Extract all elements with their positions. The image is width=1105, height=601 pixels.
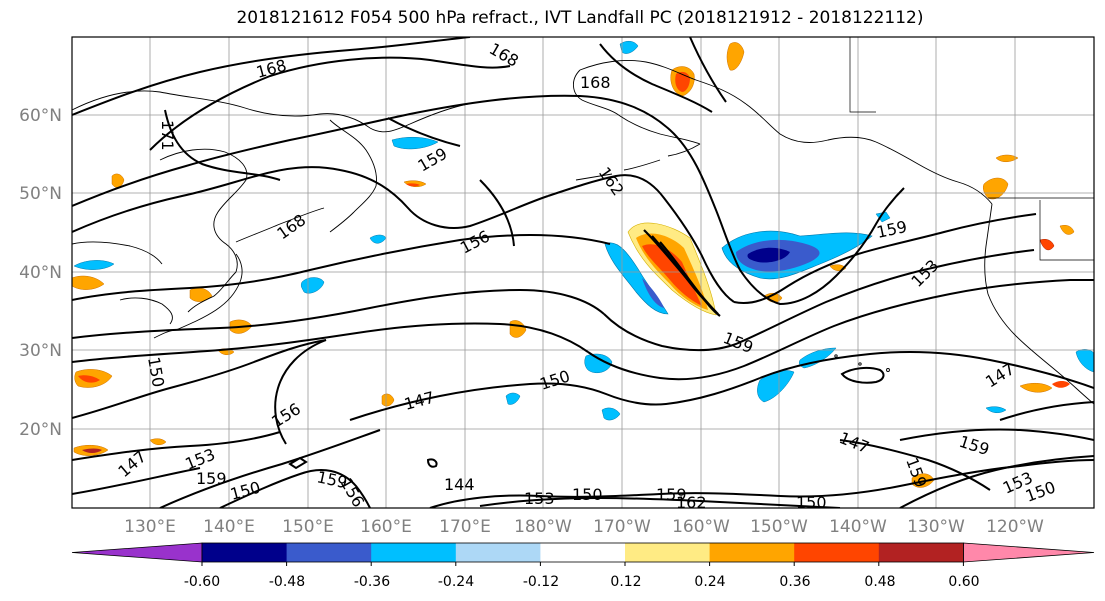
colorbar-segment [286,543,372,562]
coastlines [72,37,1094,405]
contour-label: 171 [158,120,177,151]
colorbar-segment [709,543,795,562]
contour-label: 159 [196,469,227,488]
lon-label: 130°W [907,517,965,537]
colorbar-segment [878,543,964,562]
colorbar-tick-label: -0.36 [354,574,390,590]
lat-label: 20°N [19,420,62,440]
colorbar-segments [71,542,1095,563]
lon-label: 170°E [439,517,491,537]
contours [72,37,1094,508]
latitude-labels: 20°N 30°N 40°N 50°N 60°N [19,106,62,440]
lon-label: 140°W [829,517,887,537]
colorbar-tick-label: -0.12 [523,574,559,590]
colorbar-segment [371,543,457,562]
contour-label: 159 [656,485,687,504]
colorbar-segment [455,543,541,562]
lon-label: 140°E [203,517,255,537]
colorbar-tick-label: 0.36 [779,574,810,590]
contour-label: 153 [524,489,555,508]
colorbar-tick-label: 0.24 [694,574,725,590]
lon-label: 130°E [124,517,176,537]
lon-label: 120°W [986,517,1044,537]
lon-label: 160°E [360,517,412,537]
contour-label: 144 [444,475,475,494]
lat-label: 60°N [19,106,62,126]
lon-label: 160°W [672,517,730,537]
colorbar-tick-label: 0.12 [610,574,641,590]
lat-label: 30°N [19,341,62,361]
lat-label: 50°N [19,184,62,204]
colorbar-segment [625,543,711,562]
colorbar-tick-label: -0.60 [184,574,220,590]
contour-label: 150 [796,493,827,512]
colorbar-segment [540,543,626,562]
colorbar-tick-label: -0.48 [269,574,305,590]
contour-label: 162 [676,493,707,512]
colorbar-segment [794,543,880,562]
lon-label: 180°W [514,517,572,537]
lon-label: 150°W [750,517,808,537]
colorbar-segment [202,543,288,562]
contour-label: 150 [572,485,603,504]
lon-label: 150°E [282,517,334,537]
colorbar-tick-label: 0.60 [948,574,979,590]
map-title: 2018121612 F054 500 hPa refract., IVT La… [236,8,924,28]
map-area [72,37,1094,508]
colorbar-outline [201,542,964,563]
contour-label: 168 [580,73,611,92]
map-frame [71,36,1095,509]
colorbar-tick-label: 0.48 [864,574,895,590]
colorbar-extend-low [71,542,203,563]
colorbar-tick-label: -0.24 [438,574,474,590]
shaded-fields [72,41,1094,488]
longitude-labels: 130°E 140°E 150°E 160°E 170°E 180°W 170°… [124,517,1044,537]
colorbar: -0.60 -0.48 -0.36 -0.24 -0.12 0.12 0.24 … [71,542,1095,590]
colorbar-ticks [201,562,964,566]
lat-label: 40°N [19,263,62,283]
colorbar-extend-high [963,542,1095,563]
lon-label: 170°W [593,517,651,537]
